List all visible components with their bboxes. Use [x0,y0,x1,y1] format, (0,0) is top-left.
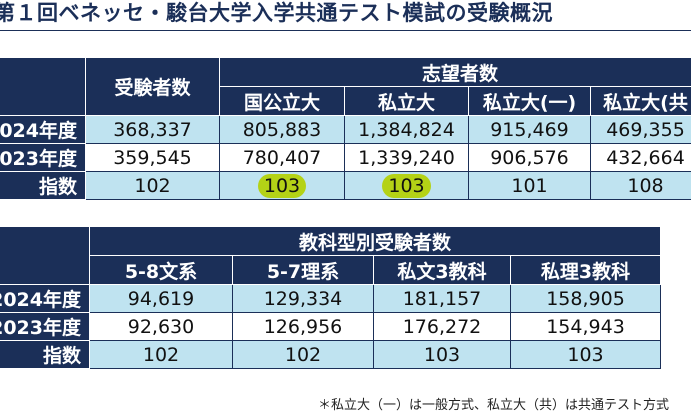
cell-value: 94,619 [89,284,233,313]
examinees-header: 受験者数 [85,57,220,116]
cell-examinees: 359,545 [85,143,220,172]
col-header-private-common: 私立大(共 [589,86,691,116]
cell-value: 102 [232,340,374,369]
cell-private-common: 108 [589,171,691,200]
col-header-national: 国公立大 [219,86,345,116]
col-header-private: 私立大 [344,86,469,116]
table-row: 2023年度 92,630 126,956 176,272 154,943 [0,312,662,341]
title-underline [0,30,691,31]
cell-value: 126,956 [232,312,374,341]
cell-private-general: 101 [468,171,591,200]
row-label: 指数 [0,340,90,369]
corner-cell [0,57,86,116]
cell-examinees: 368,337 [85,115,220,144]
highlight-badge: 103 [382,173,431,198]
applicants-table: 受験者数 志望者数 国公立大 私立大 私立大(一) 私立大(共 2024年度 3… [0,57,691,200]
cell-value: 129,334 [232,284,374,313]
col-header-58-humanities: 5-8文系 [89,255,233,285]
cell-value: 103 [509,340,662,369]
cell-private-general: 906,576 [468,143,591,172]
cell-national: 103 [219,171,345,200]
page-title: 第１回ベネッセ・駿台大学入学共通テスト模試の受験概況 [0,1,553,25]
table-row: 指数 102 102 103 103 [0,340,662,369]
cell-private-common: 432,664 [589,143,691,172]
cell-private-general: 915,469 [468,115,591,144]
cell-private: 103 [344,171,469,200]
cell-value: 158,905 [509,284,662,313]
row-label: 2023年度 [0,312,90,341]
row-label: 指数 [0,171,86,200]
corner-cell [0,226,90,285]
subject-type-table: 教科型別受験者数 5-8文系 5-7理系 私文3教科 私理3教科 2024年度 … [0,226,662,369]
cell-examinees: 102 [85,171,220,200]
col-header-private-humanities-3: 私文3教科 [373,255,511,285]
cell-private: 1,384,824 [344,115,469,144]
row-label: 2023年度 [0,143,86,172]
cell-private-common: 469,355 [589,115,691,144]
row-label: 2024年度 [0,115,86,144]
col-header-57-science: 5-7理系 [232,255,374,285]
cell-value: 176,272 [373,312,511,341]
table-row: 2024年度 94,619 129,334 181,157 158,905 [0,284,662,313]
cell-private: 1,339,240 [344,143,469,172]
cell-national: 805,883 [219,115,345,144]
cell-national: 780,407 [219,143,345,172]
cell-value: 92,630 [89,312,233,341]
cell-value: 103 [373,340,511,369]
applicants-header: 志望者数 [218,57,691,87]
cell-value: 102 [89,340,233,369]
row-label: 2024年度 [0,284,90,313]
subject-type-header: 教科型別受験者数 [88,226,662,256]
table-row: 2023年度 359,545 780,407 1,339,240 906,576… [0,143,691,172]
cell-value: 181,157 [373,284,511,313]
highlight-badge: 103 [257,173,307,198]
footnote: ＊私立大（一）は一般方式、私立大（共）は共通テスト方式 [318,398,670,413]
col-header-private-general: 私立大(一) [468,86,591,116]
table-row: 指数 102 103 103 101 108 [0,171,691,200]
cell-value: 154,943 [509,312,662,341]
table-row: 2024年度 368,337 805,883 1,384,824 915,469… [0,115,691,144]
col-header-private-science-3: 私理3教科 [509,255,662,285]
